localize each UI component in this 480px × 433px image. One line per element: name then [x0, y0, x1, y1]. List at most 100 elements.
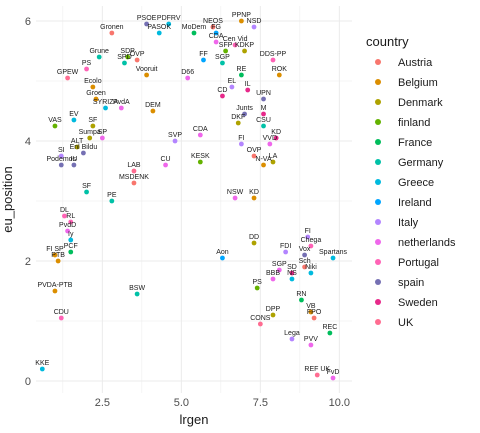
- data-point: [185, 75, 191, 81]
- legend-key: [375, 219, 381, 225]
- point-label: PTB: [51, 252, 65, 259]
- point-label: PSOE: [137, 15, 157, 22]
- point-label: Vox: [299, 246, 311, 253]
- point-label: DKF: [231, 114, 245, 121]
- y-tick-label: 4: [25, 136, 31, 148]
- data-point: [131, 180, 137, 186]
- point-label: Sumpa: [79, 129, 101, 136]
- y-tick-label: 0: [25, 376, 31, 388]
- data-point: [96, 54, 102, 60]
- point-label: CDA: [209, 33, 224, 40]
- y-tick-label: 2: [25, 256, 31, 268]
- grid: [36, 6, 352, 393]
- point-label: SYRIZA: [93, 99, 119, 106]
- point-label: FG: [211, 24, 221, 31]
- y-axis-title: eu_position: [0, 166, 15, 233]
- point-label: BBB: [266, 270, 280, 277]
- legend-label: netherlands: [398, 237, 456, 249]
- data-point: [109, 198, 115, 204]
- point-label: VAS: [48, 117, 62, 124]
- point-label: CU: [160, 156, 170, 163]
- data-point: [99, 135, 105, 141]
- point-label: CDU: [54, 309, 69, 316]
- data-point: [235, 120, 241, 126]
- data-point: [308, 270, 314, 276]
- point-label: M: [261, 105, 267, 112]
- data-point: [229, 84, 235, 90]
- data-point: [305, 234, 311, 240]
- data-point: [289, 336, 295, 342]
- y-axis-ticks: 0 2 4 6: [25, 16, 31, 388]
- point-label: PCF: [64, 243, 78, 250]
- point-label: CSU: [256, 117, 271, 124]
- point-label: PS: [82, 60, 92, 67]
- data-point: [58, 315, 64, 321]
- data-point: [289, 276, 295, 282]
- data-point: [125, 54, 131, 60]
- plot-panel: [36, 6, 352, 393]
- legend-label: Italy: [398, 217, 419, 229]
- data-point: [197, 132, 203, 138]
- legend: country Austria Belgium Denmark finland Fran…: [366, 34, 456, 329]
- point-label: LA: [269, 153, 278, 160]
- legend-key: [375, 59, 381, 65]
- point-label: VB: [306, 303, 316, 310]
- data-point: [84, 189, 89, 195]
- data-point: [58, 153, 64, 159]
- point-label: FPO: [307, 309, 322, 316]
- legend-key: [375, 239, 381, 245]
- legend-label: Austria: [398, 57, 433, 69]
- data-point: [166, 21, 172, 27]
- legend-label: Germany: [398, 157, 444, 169]
- point-label: D66: [181, 69, 194, 76]
- point-label: Gronen: [100, 24, 123, 31]
- legend-label: Belgium: [398, 77, 438, 89]
- legend-key: [375, 299, 381, 305]
- point-label: Sch: [299, 258, 311, 265]
- point-label: SD: [287, 264, 297, 271]
- x-tick-label: 10.0: [329, 397, 350, 409]
- data-point: [251, 153, 257, 159]
- data-point: [308, 243, 314, 249]
- data-point: [270, 312, 276, 318]
- data-point: [311, 315, 317, 321]
- point-label: KD: [271, 129, 281, 136]
- point-label: SGP: [272, 261, 287, 268]
- legend-key: [375, 139, 381, 145]
- data-point: [156, 30, 162, 36]
- legend-key: [375, 319, 381, 325]
- legend-key: [375, 119, 381, 125]
- legend-label: Ireland: [398, 197, 432, 209]
- point-label: SPD: [117, 54, 131, 61]
- data-point: [52, 123, 58, 129]
- data-point: [87, 135, 93, 141]
- data-point: [220, 255, 225, 261]
- data-point: [273, 135, 279, 141]
- data-point: [68, 237, 74, 243]
- point-label: Chega: [301, 237, 322, 244]
- data-point: [232, 42, 238, 48]
- data-point: [270, 57, 276, 63]
- data-point: [239, 72, 244, 78]
- data-point: [232, 195, 238, 201]
- point-label: IL: [245, 81, 251, 88]
- data-point: [197, 159, 203, 165]
- data-point: [267, 141, 273, 147]
- data-point: [314, 372, 320, 378]
- point-label: Junts: [236, 105, 253, 112]
- data-point: [220, 60, 225, 66]
- point-label: Niki: [305, 264, 317, 271]
- data-point: [276, 72, 282, 78]
- data-point: [261, 111, 266, 117]
- point-label: RN: [296, 291, 306, 298]
- data-point: [52, 252, 58, 258]
- point-label: BSW: [129, 285, 145, 292]
- data-point: [245, 87, 251, 93]
- data-point: [289, 270, 295, 276]
- data-point: [58, 162, 64, 168]
- point-label: SF: [82, 183, 91, 190]
- point-label: Ecolo: [84, 78, 102, 85]
- legend-title: country: [366, 34, 409, 49]
